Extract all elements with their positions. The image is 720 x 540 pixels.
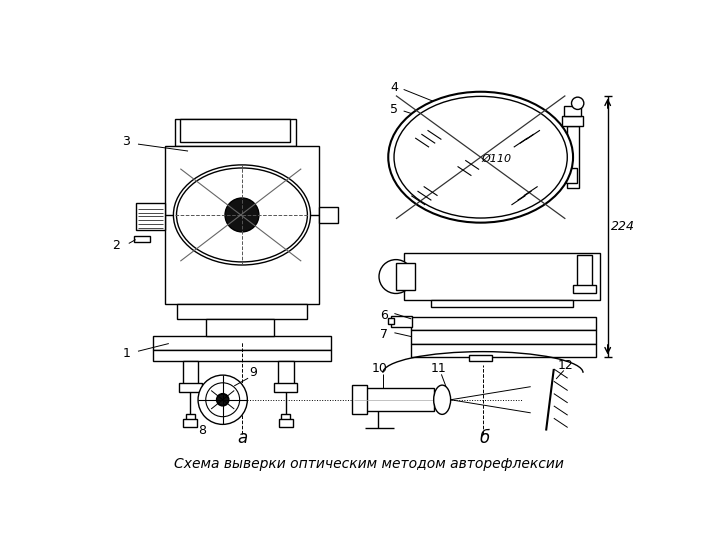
Bar (153, 350, 330, 361)
Circle shape (225, 198, 259, 232)
Ellipse shape (388, 92, 573, 222)
Bar (469, 355, 492, 361)
Text: 8: 8 (198, 424, 206, 437)
Text: 7: 7 (380, 328, 388, 341)
Bar (564, 106, 581, 116)
Bar (274, 383, 297, 392)
Bar (404, 253, 600, 300)
Bar (175, 119, 296, 146)
Bar (137, 204, 165, 231)
Bar (411, 316, 596, 330)
Bar (186, 414, 195, 421)
Circle shape (572, 97, 584, 110)
Text: Ø110: Ø110 (481, 154, 511, 164)
Bar (319, 207, 338, 222)
Bar (396, 264, 415, 289)
Text: 11: 11 (431, 362, 446, 375)
Bar (566, 168, 577, 184)
Circle shape (217, 394, 229, 406)
Bar (279, 419, 293, 427)
Ellipse shape (174, 165, 310, 265)
Text: 4: 4 (390, 82, 398, 94)
Bar (411, 330, 596, 345)
Bar (388, 318, 395, 325)
Text: 5: 5 (390, 103, 398, 116)
Bar (184, 419, 197, 427)
Bar (153, 336, 330, 350)
Bar (183, 361, 198, 384)
Bar (431, 300, 573, 307)
Bar (179, 383, 202, 392)
Bar (562, 116, 583, 126)
Ellipse shape (433, 385, 451, 414)
Bar (278, 361, 294, 384)
Text: 224: 224 (611, 220, 635, 233)
Bar (165, 146, 319, 303)
Bar (282, 414, 290, 421)
Bar (365, 388, 434, 411)
Text: б: б (480, 429, 490, 447)
Bar (577, 255, 593, 289)
Bar (573, 285, 596, 293)
Bar (176, 303, 307, 319)
Text: а: а (237, 429, 247, 447)
Circle shape (198, 375, 248, 424)
Bar (390, 316, 412, 327)
Text: Схема выверки оптическим методом авторефлексии: Схема выверки оптическим методом автореф… (174, 457, 564, 471)
Text: 1: 1 (122, 347, 130, 360)
Bar (567, 126, 579, 188)
Bar (134, 236, 150, 242)
Text: 6: 6 (380, 308, 388, 321)
Text: 9: 9 (250, 366, 258, 379)
Bar (180, 119, 290, 142)
Ellipse shape (176, 168, 307, 262)
Bar (352, 385, 367, 414)
Text: 10: 10 (372, 362, 387, 375)
Text: 12: 12 (557, 359, 573, 372)
Circle shape (379, 260, 413, 294)
Ellipse shape (394, 96, 567, 218)
Circle shape (206, 383, 240, 417)
Bar (411, 343, 596, 357)
Text: 3: 3 (122, 136, 130, 148)
Text: 2: 2 (112, 239, 120, 252)
Bar (206, 319, 274, 336)
